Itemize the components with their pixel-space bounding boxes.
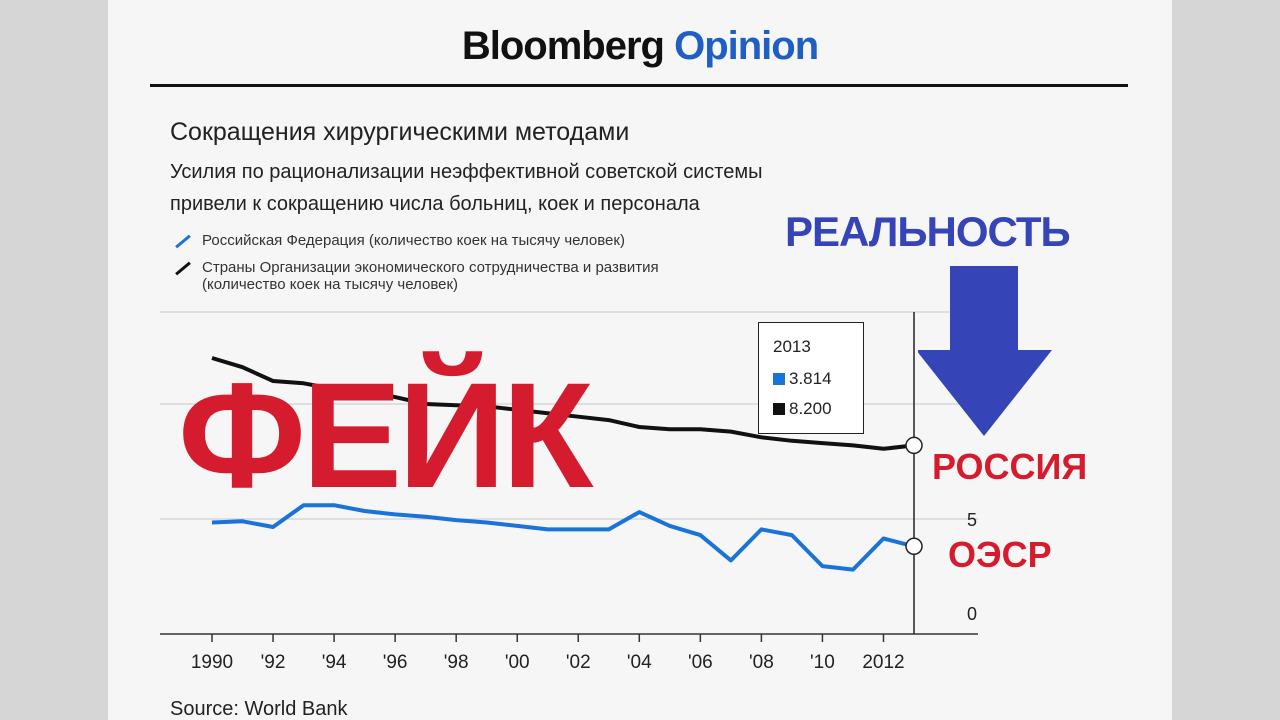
tooltip-row-oecd: 8.200 <box>773 399 832 419</box>
legend-item-russia: Российская Федерация (количество коек на… <box>174 232 625 249</box>
endpoint-marker <box>905 436 923 455</box>
subtitle-line: привели к сокращению числа больниц, коек… <box>170 193 700 215</box>
y-tick-label: 5 <box>967 510 977 530</box>
x-tick-label: '00 <box>505 652 530 673</box>
tooltip-swatch <box>773 373 785 385</box>
endpoint-marker <box>905 537 923 556</box>
legend-item-oecd: Страны Организации экономического сотруд… <box>174 259 659 293</box>
x-tick-label: '04 <box>627 652 652 673</box>
y-tick-label: 0 <box>967 604 977 624</box>
chart-source: Source: World Bank <box>170 698 348 720</box>
x-tick-label: '92 <box>261 652 286 673</box>
x-tick-label: '98 <box>444 652 469 673</box>
x-tick-label: '94 <box>322 652 347 673</box>
x-tick-label: 2012 <box>862 652 904 673</box>
down-arrow-icon <box>918 266 1052 436</box>
x-tick-label: '08 <box>749 652 774 673</box>
tooltip-value: 3.814 <box>789 369 832 388</box>
tooltip-2013: 2013 3.814 8.200 <box>758 322 864 434</box>
tooltip-year: 2013 <box>773 337 811 356</box>
chart-title: Сокращения хирургическими методами <box>170 118 630 146</box>
brand-name: Bloomberg <box>461 24 665 68</box>
chart-card: Bloomberg Opinion Сокращения хирургическ… <box>108 0 1172 720</box>
tooltip-row-russia: 3.814 <box>773 369 832 389</box>
legend-label-line2: (количество коек на тысячу человек) <box>202 276 459 293</box>
legend-label-line1: Страны Организации экономического сотруд… <box>202 259 659 276</box>
series-line-oecd <box>211 356 915 451</box>
label-russia: РОССИЯ <box>932 446 1088 487</box>
legend-label: Страны Организации экономического сотруд… <box>202 259 659 293</box>
series-line-russia <box>211 503 915 572</box>
header-rule <box>150 84 1128 87</box>
tooltip-swatch <box>773 403 785 415</box>
x-tick-label: '10 <box>810 652 835 673</box>
legend-label: Российская Федерация (количество коек на… <box>202 232 625 249</box>
fake-stamp: ФЕЙК <box>178 351 593 519</box>
x-tick-label: '96 <box>383 652 408 673</box>
line-chart: 1990 '92 '94 '96 '98 '00 '02 '04 '06 '08 '10 2012 0 5 <box>160 311 978 673</box>
reality-label: РЕАЛЬНОСТЬ <box>785 208 1071 255</box>
right-backdrop <box>1172 0 1280 720</box>
chart-subtitle: Усилия по рационализации неэффективной с… <box>170 156 890 220</box>
tooltip-value: 8.200 <box>789 399 832 418</box>
label-oecd: ОЭСР <box>948 534 1052 575</box>
brand-logo: Bloomberg Opinion <box>108 24 1172 69</box>
brand-section: Opinion <box>674 24 819 68</box>
x-tick-label: '02 <box>566 652 591 673</box>
x-tick-label: 1990 <box>191 652 233 673</box>
subtitle-line: Усилия по рационализации неэффективной с… <box>170 161 763 183</box>
left-backdrop <box>0 0 108 720</box>
x-tick-label: '06 <box>688 652 713 673</box>
